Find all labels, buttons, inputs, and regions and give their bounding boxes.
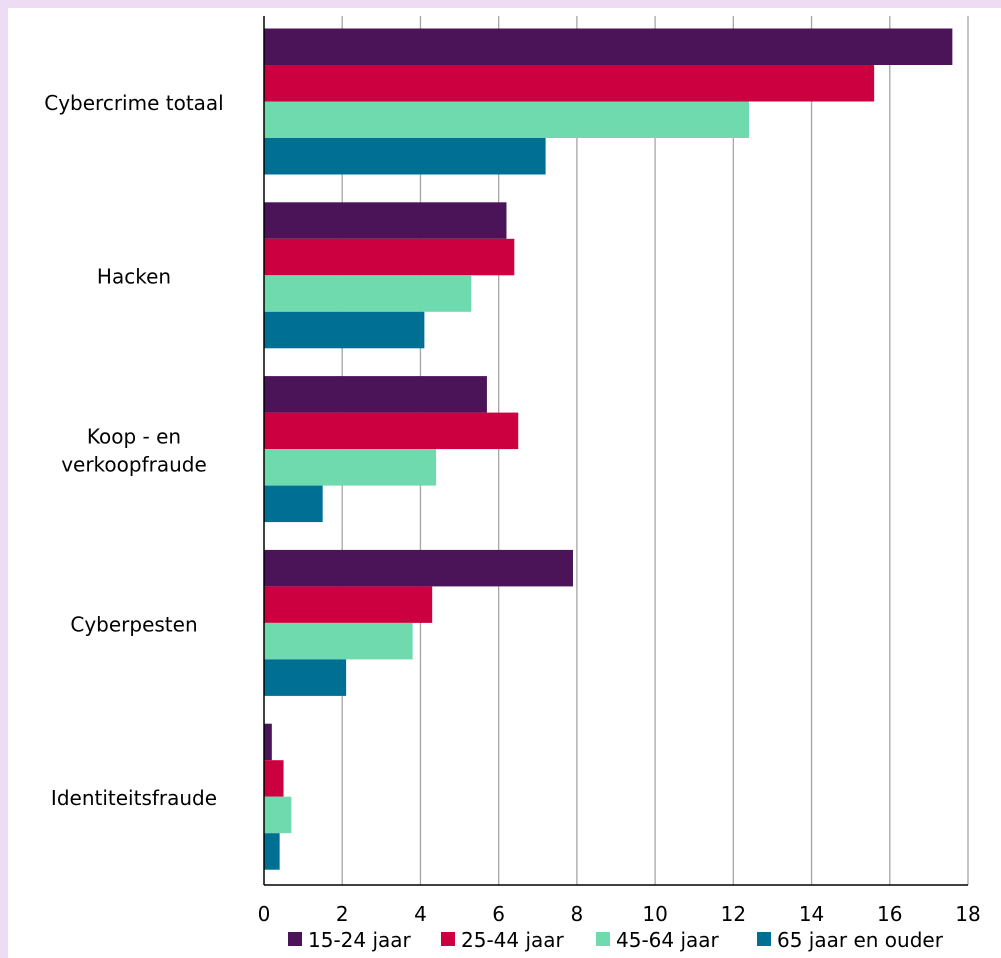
category-label: Cybercrime totaal bbox=[44, 91, 224, 115]
legend-label: 15-24 jaar bbox=[308, 928, 412, 952]
bar-2-0 bbox=[264, 376, 487, 413]
legend-swatch bbox=[757, 932, 771, 946]
x-tick-label: 16 bbox=[877, 902, 902, 926]
category-label: Hacken bbox=[97, 265, 171, 289]
bar-0-0 bbox=[264, 28, 953, 65]
bars bbox=[264, 28, 953, 870]
bar-2-2 bbox=[264, 449, 437, 486]
bar-2-3 bbox=[264, 485, 323, 523]
bar-0-1 bbox=[264, 65, 875, 102]
legend-label: 45-64 jaar bbox=[616, 928, 720, 952]
bar-4-1 bbox=[264, 760, 284, 797]
legend-swatch bbox=[288, 932, 302, 946]
legend-label: 65 jaar en ouder bbox=[777, 928, 944, 952]
category-label: Identiteitsfraude bbox=[51, 786, 217, 810]
bar-1-3 bbox=[264, 311, 425, 349]
axes bbox=[263, 16, 968, 886]
category-label: Koop - en bbox=[87, 425, 181, 449]
x-tick-label: 0 bbox=[258, 902, 271, 926]
x-tick-label: 6 bbox=[492, 902, 505, 926]
x-tick-label: 14 bbox=[799, 902, 824, 926]
x-tick-label: 8 bbox=[571, 902, 584, 926]
bar-4-3 bbox=[264, 833, 280, 870]
category-labels: Cybercrime totaal Hacken Koop - en verkoopf… bbox=[44, 91, 224, 810]
bar-3-2 bbox=[264, 622, 413, 660]
x-tick-label: 12 bbox=[721, 902, 746, 926]
x-tick-label: 18 bbox=[955, 902, 980, 926]
x-tick-label: 4 bbox=[414, 902, 427, 926]
legend: 15-24 jaar 25-44 jaar 45-64 jaar 65 jaar en… bbox=[288, 928, 944, 952]
bar-1-1 bbox=[264, 238, 515, 276]
legend-swatch bbox=[596, 932, 610, 946]
bar-0-3 bbox=[264, 138, 546, 175]
bar-2-1 bbox=[264, 412, 519, 450]
bar-1-2 bbox=[264, 275, 472, 312]
x-tick-label: 10 bbox=[642, 902, 667, 926]
x-tick-label: 2 bbox=[336, 902, 349, 926]
bar-chart: Cybercrime totaal Hacken Koop - en verkoopf… bbox=[44, 16, 981, 952]
bar-3-3 bbox=[264, 659, 347, 696]
bar-4-2 bbox=[264, 796, 292, 834]
bar-3-1 bbox=[264, 586, 433, 623]
bar-1-0 bbox=[264, 202, 507, 239]
bar-4-0 bbox=[264, 723, 272, 761]
tick-labels: 0 2 4 6 8 10 12 14 16 18 bbox=[258, 902, 981, 926]
chart-frame: Cybercrime totaal Hacken Koop - en verkoopf… bbox=[8, 8, 1001, 958]
legend-label: 25-44 jaar bbox=[461, 928, 565, 952]
category-label: verkoopfraude bbox=[61, 453, 207, 477]
bar-3-0 bbox=[264, 549, 573, 587]
bar-0-2 bbox=[264, 101, 749, 138]
category-label: Cyberpesten bbox=[70, 612, 197, 636]
legend-swatch bbox=[441, 932, 455, 946]
